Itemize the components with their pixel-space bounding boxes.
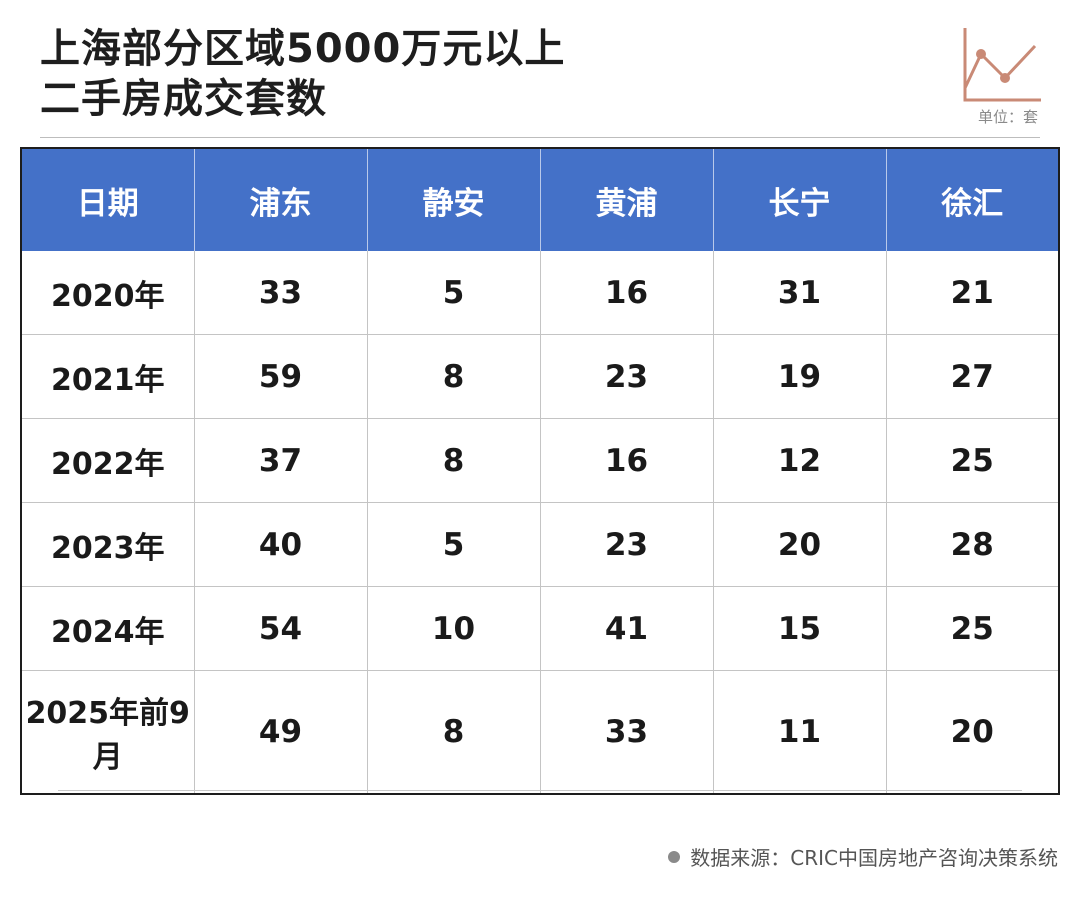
table-row: 2025年前9月 49 8 33 11 20	[21, 670, 1059, 794]
table-row: 2021年 59 8 23 19 27	[21, 334, 1059, 419]
value-cell: 59	[194, 334, 368, 419]
page-title: 上海部分区域5000万元以上 二手房成交套数	[40, 24, 565, 124]
value-cell: 25	[886, 586, 1059, 671]
bullet-dot-icon	[668, 850, 681, 863]
date-cell: 2025年前9月	[21, 670, 195, 794]
value-cell: 28	[886, 502, 1059, 587]
value-cell: 25	[886, 418, 1059, 503]
table-row: 2024年 54 10 41 15 25	[21, 586, 1059, 671]
column-header: 黄浦	[540, 148, 714, 251]
title-line-2: 二手房成交套数	[40, 76, 327, 122]
value-cell: 8	[367, 670, 541, 794]
value-cell: 49	[194, 670, 368, 794]
value-cell: 33	[194, 251, 368, 335]
unit-label: 单位：套	[977, 108, 1038, 126]
value-cell: 21	[886, 251, 1059, 335]
logo-axis	[963, 28, 1041, 102]
column-header: 长宁	[713, 148, 887, 251]
value-cell: 8	[367, 334, 541, 419]
line-chart-icon	[963, 28, 1041, 102]
date-cell: 2023年	[21, 502, 195, 587]
value-cell: 20	[950, 714, 994, 750]
value-cell: 20	[713, 502, 887, 587]
date-cell: 2022年	[21, 418, 195, 503]
value-cell: 33	[540, 670, 714, 794]
date-cell: 2020年	[21, 251, 195, 335]
value-cell: 31	[713, 251, 887, 335]
table-row: 2020年 33 5 16 31 21	[21, 251, 1059, 335]
column-header: 浦东	[194, 148, 368, 251]
table-row: 2023年 40 5 23 20 28	[21, 502, 1059, 587]
value-cell: 5	[367, 251, 541, 335]
value-cell: 37	[194, 418, 368, 503]
value-cell: 5	[367, 502, 541, 587]
table-body: 2020年 33 5 16 31 21 2021年 59 8 23 19 27 2022年 37 8 16 12…	[21, 251, 1059, 794]
value-cell: 8	[367, 418, 541, 503]
value-cell: 23	[540, 502, 714, 587]
value-cell: 16	[540, 251, 714, 335]
value-cell: 23	[540, 334, 714, 419]
date-cell: 2021年	[21, 334, 195, 419]
column-header: 静安	[367, 148, 541, 251]
data-table: 日期 浦东 静安 黄浦 长宁 徐汇 2020年 33 5 16 31 21 2021年 59 8 23 19 2…	[20, 147, 1060, 795]
value-cell: 16	[540, 418, 714, 503]
value-cell: 27	[886, 334, 1059, 419]
value-cell: 41	[540, 586, 714, 671]
value-cell: 10	[367, 586, 541, 671]
date-cell: 2024年	[21, 586, 195, 671]
logo-point-1	[976, 49, 986, 59]
value-cell: 54	[194, 586, 368, 671]
value-cell: 11	[713, 670, 887, 794]
bottom-divider	[58, 790, 1022, 791]
logo-point-2	[1000, 73, 1010, 83]
column-header: 日期	[21, 148, 195, 251]
column-header: 徐汇	[886, 148, 1059, 251]
source-text: 数据来源：CRIC中国房地产咨询决策系统	[690, 846, 1058, 870]
value-cell: 19	[713, 334, 887, 419]
title-line-1: 上海部分区域5000万元以上	[40, 26, 566, 72]
table-row: 2022年 37 8 16 12 25	[21, 418, 1059, 503]
logo-line	[963, 44, 1037, 89]
source-note: 数据来源：CRIC中国房地产咨询决策系统	[668, 842, 1058, 871]
table-header-row: 日期 浦东 静安 黄浦 长宁 徐汇	[21, 148, 1059, 251]
value-cell: 15	[713, 586, 887, 671]
value-cell: 12	[713, 418, 887, 503]
top-divider	[40, 137, 1040, 138]
value-cell: 40	[194, 502, 368, 587]
